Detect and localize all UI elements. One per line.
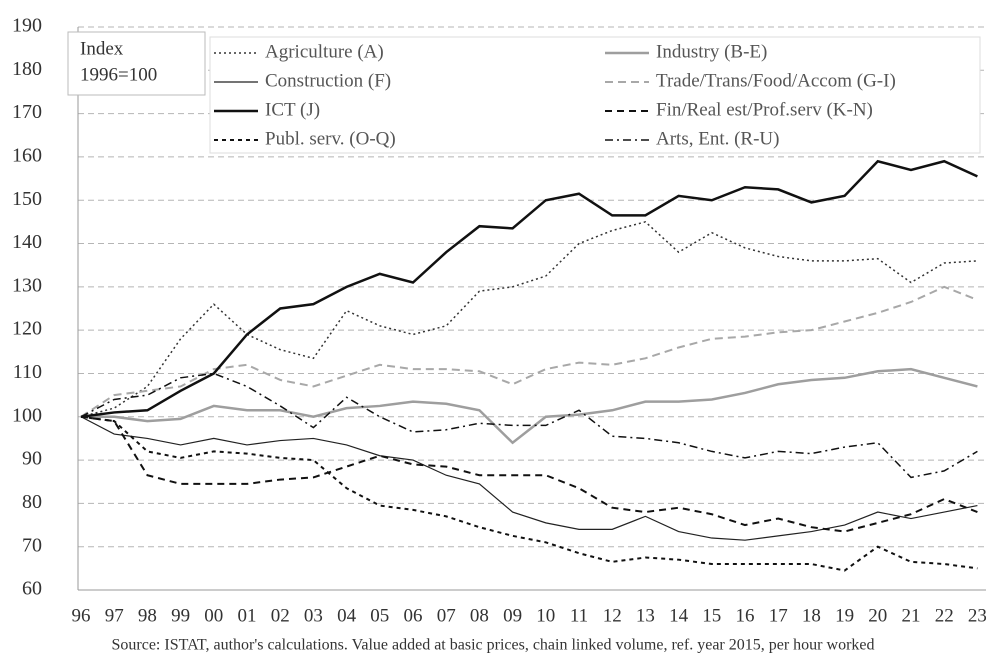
x-tick-label: 14 — [669, 605, 689, 626]
y-tick-label: 150 — [12, 188, 42, 210]
x-tick-label: 11 — [570, 605, 588, 626]
annotation-box — [67, 31, 206, 96]
x-tick-label: 00 — [204, 605, 223, 626]
legend-label: Construction (F) — [265, 70, 391, 91]
y-tick-label: 180 — [12, 58, 42, 80]
series-line — [80, 159, 978, 419]
annotation: Index — [80, 38, 124, 59]
y-tick-label: 130 — [12, 274, 42, 296]
x-tick-label: 18 — [802, 605, 821, 626]
x-tick-label: 15 — [702, 605, 721, 626]
x-tick-label: 08 — [470, 605, 489, 626]
legend-label: Agriculture (A) — [265, 41, 384, 62]
x-tick-label: 22 — [935, 605, 954, 626]
x-tick-label: 09 — [503, 605, 522, 626]
legend-label: Industry (B-E) — [656, 41, 767, 62]
y-tick-label: 160 — [12, 145, 42, 167]
y-tick-label: 100 — [12, 404, 42, 426]
x-tick-label: 12 — [603, 605, 622, 626]
y-tick-label: 190 — [12, 15, 42, 37]
legend-label: Trade/Trans/Food/Accom (G-I) — [656, 70, 896, 91]
y-tick-label: 120 — [12, 318, 42, 340]
source: Source: ISTAT, author's calculations. Va… — [112, 637, 875, 654]
annotation: 1996=100 — [80, 64, 157, 85]
x-tick-label: 17 — [769, 605, 788, 626]
x-tick-label: 99 — [171, 605, 190, 626]
x-tick-label: 01 — [238, 605, 257, 626]
legend-label: Fin/Real est/Prof.serv (K-N) — [656, 99, 873, 120]
x-tick-label: 98 — [138, 605, 157, 626]
y-tick-label: 70 — [22, 534, 42, 556]
x-tick-label: 21 — [902, 605, 921, 626]
series-line — [80, 415, 978, 533]
x-tick-label: 19 — [835, 605, 854, 626]
x-tick-label: 97 — [105, 605, 124, 626]
x-tick-label: 96 — [72, 605, 91, 626]
x-tick-label: 13 — [636, 605, 655, 626]
x-tick-label: 16 — [736, 605, 755, 626]
series-line — [80, 285, 978, 418]
y-tick-label: 80 — [22, 491, 42, 513]
series-line — [80, 372, 978, 479]
legend-label: Publ. serv. (O-Q) — [265, 128, 396, 149]
series-line — [80, 416, 978, 541]
y-tick-label: 60 — [22, 578, 42, 600]
x-tick-label: 20 — [868, 605, 887, 626]
y-tick-label: 170 — [12, 101, 42, 123]
x-tick-label: 05 — [370, 605, 389, 626]
x-tick-label: 06 — [404, 605, 423, 626]
y-tick-label: 110 — [13, 361, 42, 383]
x-tick-label: 03 — [304, 605, 323, 626]
y-tick-label: 140 — [12, 231, 42, 253]
x-tick-label: 07 — [437, 605, 456, 626]
x-tick-label: 23 — [968, 605, 986, 626]
x-tick-label: 10 — [536, 605, 555, 626]
series-line — [80, 221, 978, 418]
legend-label: Arts, Ent. (R-U) — [656, 128, 779, 149]
series-line — [81, 367, 978, 445]
x-tick-label: 04 — [337, 605, 357, 626]
legend-label: ICT (J) — [265, 99, 320, 120]
y-tick-label: 90 — [22, 448, 42, 470]
legend-box — [209, 36, 981, 154]
x-tick-label: 02 — [271, 605, 290, 626]
series-line — [80, 415, 978, 572]
